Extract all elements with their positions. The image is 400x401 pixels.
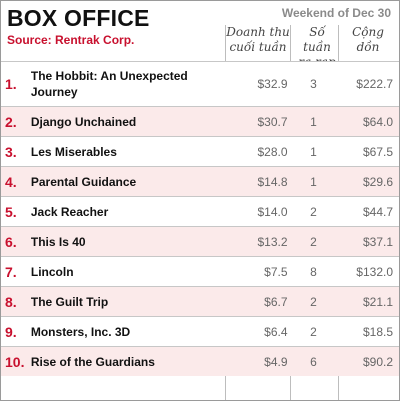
table-row: 8. The Guilt Trip $6.7 2 $21.1 <box>1 286 399 316</box>
column-header-cumulative-total: Cộng dồn <box>352 25 384 54</box>
cumulative-total: $90.2 <box>362 354 393 369</box>
rank-number: 9. <box>5 323 17 340</box>
weekend-gross: $7.5 <box>264 264 288 279</box>
weekend-date: Weekend of Dec 30 <box>281 6 391 20</box>
table-body: 1. The Hobbit: An Unexpected Journey $32… <box>1 61 399 376</box>
table-row: 1. The Hobbit: An Unexpected Journey $32… <box>1 61 399 106</box>
weekend-gross: $13.2 <box>257 234 288 249</box>
weeks-in-release: 2 <box>310 234 317 249</box>
table-row: 3. Les Miserables $28.0 1 $67.5 <box>1 136 399 166</box>
weeks-in-release: 3 <box>310 77 317 91</box>
movie-title: The Hobbit: An Unexpected Journey <box>30 69 188 99</box>
rank-number: 8. <box>5 293 17 310</box>
page-title: BOX OFFICE <box>7 5 150 31</box>
movie-title: Django Unchained <box>30 114 137 129</box>
movie-title: Monsters, Inc. 3D <box>30 324 131 339</box>
weekend-gross: $32.9 <box>257 77 288 91</box>
table-row: 10. Rise of the Guardians $4.9 6 $90.2 <box>1 346 399 376</box>
weeks-in-release: 8 <box>310 264 317 279</box>
rank-number: 3. <box>5 143 17 160</box>
weeks-in-release: 1 <box>310 114 317 129</box>
rank-number: 1. <box>5 76 17 92</box>
weeks-in-release: 2 <box>310 294 317 309</box>
movie-title: Parental Guidance <box>30 174 137 189</box>
weekend-gross: $28.0 <box>257 144 288 159</box>
weekend-gross: $6.7 <box>264 294 288 309</box>
cumulative-total: $21.1 <box>362 294 393 309</box>
rank-number: 5. <box>5 203 17 220</box>
table-row: 4. Parental Guidance $14.8 1 $29.6 <box>1 166 399 196</box>
movie-title: The Guilt Trip <box>30 294 109 309</box>
cumulative-total: $222.7 <box>356 77 393 91</box>
movie-title: Lincoln <box>30 264 74 279</box>
weekend-gross: $6.4 <box>264 324 288 339</box>
table-row: 9. Monsters, Inc. 3D $6.4 2 $18.5 <box>1 316 399 346</box>
table-row: 7. Lincoln $7.5 8 $132.0 <box>1 256 399 286</box>
weekend-gross: $30.7 <box>257 114 288 129</box>
cumulative-total: $67.5 <box>362 144 393 159</box>
cumulative-total: $64.0 <box>362 114 393 129</box>
table-header: BOX OFFICE Source: Rentrak Corp. Weekend… <box>1 1 399 69</box>
rank-number: 10. <box>5 353 25 370</box>
rank-number: 4. <box>5 173 17 190</box>
weekend-gross: $4.9 <box>264 354 288 369</box>
weekend-gross: $14.8 <box>257 174 288 189</box>
rank-number: 7. <box>5 263 17 280</box>
rank-number: 6. <box>5 233 17 250</box>
column-header-weekend-gross: Doanh thu cuối tuần <box>226 25 290 54</box>
weeks-in-release: 2 <box>310 324 317 339</box>
cumulative-total: $44.7 <box>362 204 393 219</box>
movie-title: This Is 40 <box>30 234 86 249</box>
weeks-in-release: 1 <box>310 174 317 189</box>
source-credit: Source: Rentrak Corp. <box>7 33 135 47</box>
weeks-in-release: 2 <box>310 204 317 219</box>
movie-title: Les Miserables <box>30 144 117 159</box>
movie-title: Rise of the Guardians <box>30 354 155 369</box>
table-row: 5. Jack Reacher $14.0 2 $44.7 <box>1 196 399 226</box>
cumulative-total: $18.5 <box>362 324 393 339</box>
cumulative-total: $29.6 <box>362 174 393 189</box>
rank-number: 2. <box>5 113 17 130</box>
table-row: 6. This Is 40 $13.2 2 $37.1 <box>1 226 399 256</box>
movie-title: Jack Reacher <box>30 204 109 219</box>
weeks-in-release: 6 <box>310 354 317 369</box>
cumulative-total: $132.0 <box>356 264 393 279</box>
cumulative-total: $37.1 <box>362 234 393 249</box>
weeks-in-release: 1 <box>310 144 317 159</box>
table-row: 2. Django Unchained $30.7 1 $64.0 <box>1 106 399 136</box>
weekend-gross: $14.0 <box>257 204 288 219</box>
